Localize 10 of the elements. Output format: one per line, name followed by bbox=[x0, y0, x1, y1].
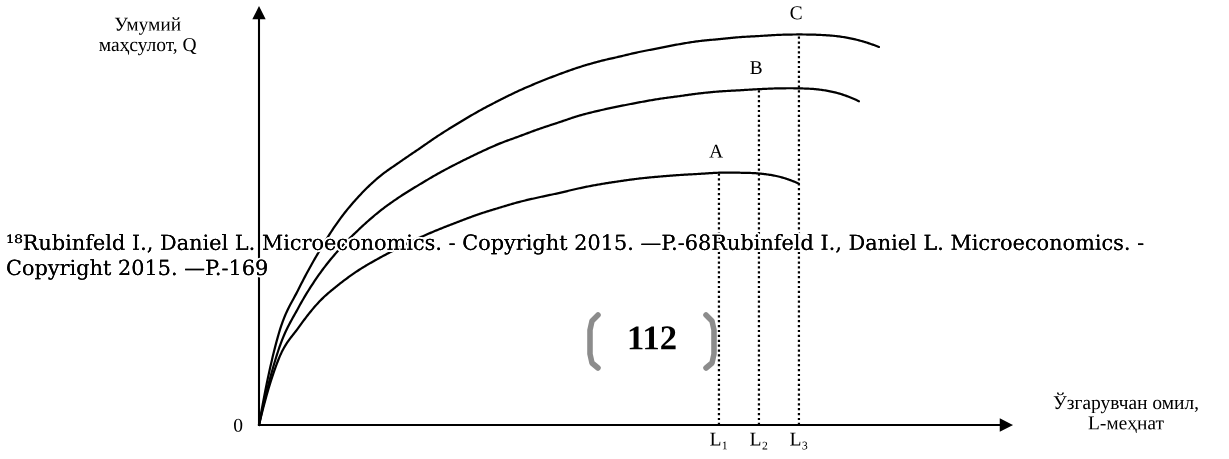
y-axis-title: Умумий маҳсулот, Q bbox=[99, 17, 197, 56]
x-tick-label: L₂ bbox=[750, 432, 768, 450]
annotation: B bbox=[750, 61, 762, 74]
x-tick-label: L₁ bbox=[710, 432, 727, 450]
text: Ўзгарувчан омил, L-меҳнат bbox=[1053, 392, 1198, 434]
annotation: C bbox=[790, 6, 802, 20]
annotation: 112 bbox=[629, 326, 676, 350]
text: 0 bbox=[234, 418, 243, 432]
x-tick-label: L₃ bbox=[790, 432, 808, 450]
annotation: A bbox=[709, 144, 724, 158]
